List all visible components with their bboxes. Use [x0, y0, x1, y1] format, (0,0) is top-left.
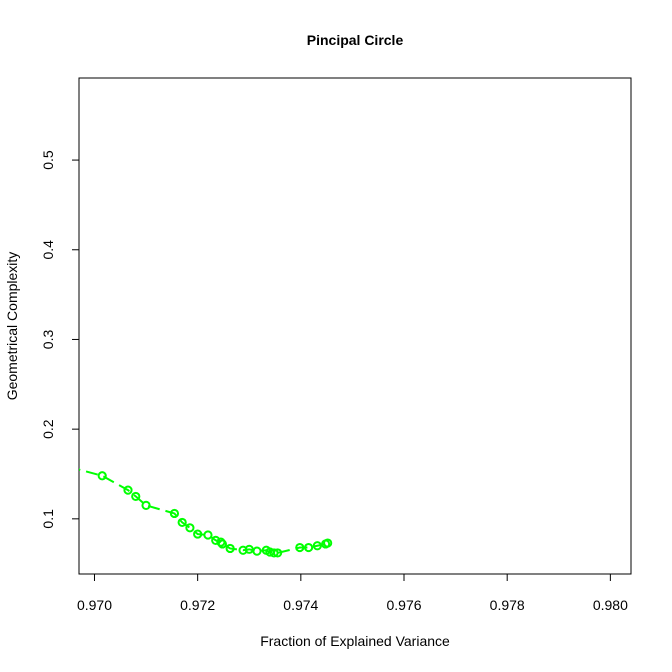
y-axis: 0.1 0.2 0.3 0.4 0.5	[40, 150, 80, 529]
data-point	[295, 542, 305, 553]
data-point	[123, 485, 133, 495]
data-point	[203, 530, 213, 540]
y-tick-label: 0.2	[40, 419, 56, 439]
data-point	[131, 491, 141, 502]
y-axis-label: Geometrical Complexity	[4, 252, 20, 401]
data-point	[225, 543, 235, 554]
data-point	[141, 500, 151, 510]
x-tick-label: 0.980	[593, 597, 628, 613]
y-tick-label: 0.3	[40, 330, 56, 350]
x-tick-label: 0.974	[283, 597, 318, 613]
x-tick-label: 0.978	[490, 597, 525, 613]
y-tick-label: 0.1	[40, 509, 56, 529]
data-point	[97, 471, 107, 481]
x-axis-label: Fraction of Explained Variance	[260, 633, 450, 649]
data-point	[252, 546, 262, 556]
data-point	[323, 538, 333, 548]
data-point	[169, 508, 180, 519]
x-axis: 0.970 0.972 0.974 0.976 0.978 0.980	[77, 573, 628, 613]
data-point	[303, 542, 314, 553]
data-point	[273, 548, 283, 558]
data-point	[312, 541, 322, 551]
chart-title: Pincipal Circle	[307, 32, 404, 48]
data-point	[211, 535, 221, 545]
data-point	[216, 537, 226, 547]
data-point	[193, 529, 203, 539]
x-tick-label: 0.972	[180, 597, 215, 613]
data-point	[185, 523, 195, 533]
x-tick-label: 0.970	[77, 597, 112, 613]
series-line	[79, 468, 329, 554]
series-layer	[79, 468, 333, 558]
y-tick-label: 0.4	[40, 240, 56, 260]
y-tick-label: 0.5	[40, 150, 56, 170]
data-point	[217, 539, 228, 549]
x-tick-label: 0.976	[386, 597, 421, 613]
plot-frame	[78, 77, 632, 575]
data-point	[269, 548, 279, 558]
data-point	[177, 517, 187, 528]
